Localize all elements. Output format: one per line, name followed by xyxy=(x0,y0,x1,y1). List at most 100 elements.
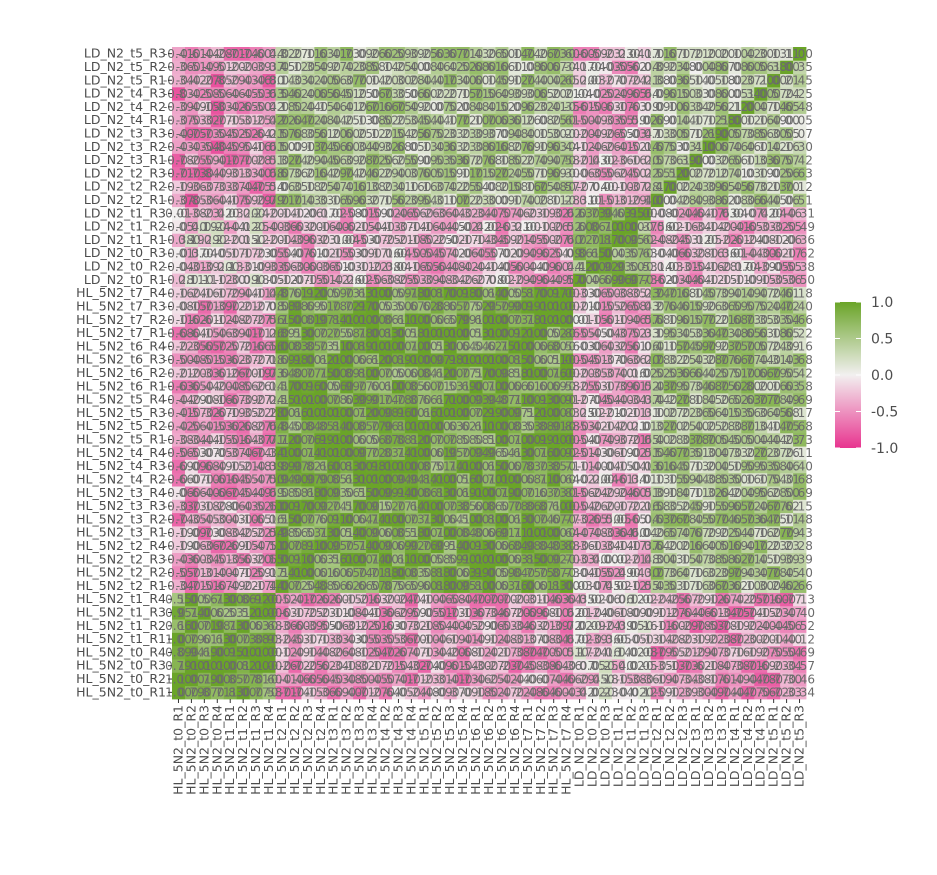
heatmap-cell xyxy=(573,685,587,700)
heatmap-cell xyxy=(301,592,315,607)
heatmap-cell xyxy=(793,672,807,687)
heatmap-cell xyxy=(197,659,212,673)
heatmap-cell xyxy=(598,526,613,540)
heatmap-cell xyxy=(598,632,613,647)
cell-value-label: 0.40 xyxy=(786,300,813,314)
heatmap-cell xyxy=(391,512,406,527)
heatmap-cell xyxy=(560,512,574,527)
heatmap-cell xyxy=(793,565,807,580)
heatmap-cell xyxy=(210,512,225,527)
heatmap-cell xyxy=(598,565,613,580)
heatmap-cell xyxy=(650,565,665,580)
heatmap-cell xyxy=(741,565,755,580)
heatmap-cell xyxy=(793,619,807,633)
heatmap-cell xyxy=(288,619,302,633)
heatmap-cell xyxy=(353,579,367,593)
heatmap-cell xyxy=(417,632,432,647)
heatmap-cell xyxy=(715,539,729,554)
heatmap-cell xyxy=(611,685,626,700)
heatmap-cell xyxy=(780,605,794,620)
y-tick-label: HL_5N2_t4_R2 xyxy=(76,471,166,486)
heatmap-cell xyxy=(586,645,600,660)
y-tick-label: LD_N2_t2_R2 xyxy=(84,179,166,194)
heatmap-cell xyxy=(547,539,561,554)
heatmap-cell xyxy=(366,526,380,540)
heatmap-cell xyxy=(379,645,393,660)
heatmap-cell xyxy=(288,526,302,540)
heatmap-cell xyxy=(249,619,263,633)
heatmap-cell xyxy=(223,579,238,593)
heatmap-cell xyxy=(741,619,755,633)
heatmap-cell xyxy=(560,659,574,673)
heatmap-cell xyxy=(676,659,690,673)
heatmap-cell xyxy=(469,512,483,527)
heatmap-cell xyxy=(236,526,251,540)
heatmap-cell xyxy=(767,552,781,567)
heatmap-cell xyxy=(780,685,794,700)
y-tick-label: HL_5N2_t2_R3 xyxy=(76,551,166,566)
heatmap-cell xyxy=(495,672,509,687)
heatmap-cell xyxy=(495,592,509,607)
heatmap-cell xyxy=(547,672,561,687)
heatmap-cell xyxy=(689,605,703,620)
heatmap-cell xyxy=(754,645,768,660)
heatmap-cell xyxy=(598,552,613,567)
heatmap-cell xyxy=(508,619,522,633)
heatmap-cell xyxy=(275,659,289,673)
heatmap-cell xyxy=(417,605,432,620)
heatmap-cell xyxy=(184,512,199,527)
heatmap-cell xyxy=(172,579,186,593)
heatmap-cell xyxy=(702,632,716,647)
heatmap-cell xyxy=(456,685,470,700)
heatmap-cell xyxy=(236,579,251,593)
heatmap-cell xyxy=(430,645,445,660)
y-tick-label: HL_5N2_t0_R3 xyxy=(76,658,166,673)
heatmap-cell xyxy=(728,565,742,580)
heatmap-cell xyxy=(663,605,678,620)
heatmap-cell xyxy=(314,632,328,647)
heatmap-cell xyxy=(676,526,690,540)
heatmap-cell xyxy=(288,565,302,580)
heatmap-cell xyxy=(288,605,302,620)
heatmap-cell xyxy=(573,632,587,647)
heatmap-cell xyxy=(443,579,458,593)
heatmap-cell xyxy=(262,565,276,580)
heatmap-cell xyxy=(314,552,328,567)
heatmap-cell xyxy=(650,605,665,620)
heatmap-cell xyxy=(301,685,315,700)
heatmap-cell xyxy=(301,659,315,673)
heatmap-cell xyxy=(624,592,639,607)
heatmap-cell xyxy=(663,685,678,700)
heatmap-cell xyxy=(288,592,302,607)
heatmap-cell xyxy=(663,552,678,567)
heatmap-cell xyxy=(223,512,238,527)
heatmap-cell xyxy=(469,579,483,593)
heatmap-cell xyxy=(650,685,665,700)
y-tick-label: LD_N2_t5_R2 xyxy=(84,59,166,74)
heatmap-cell xyxy=(417,685,432,700)
heatmap-cell xyxy=(404,659,419,673)
heatmap-cell xyxy=(702,552,716,567)
heatmap-cell xyxy=(262,632,276,647)
heatmap-cell xyxy=(780,552,794,567)
heatmap-cell xyxy=(754,539,768,554)
heatmap-cell xyxy=(456,526,470,540)
heatmap-cell xyxy=(637,539,652,554)
heatmap-cell xyxy=(715,565,729,580)
heatmap-cell xyxy=(482,579,496,593)
heatmap-cell xyxy=(508,526,522,540)
heatmap-cell xyxy=(184,579,199,593)
heatmap-cell xyxy=(728,605,742,620)
heatmap-cell xyxy=(728,552,742,567)
heatmap-cell xyxy=(598,592,613,607)
heatmap-cell xyxy=(495,579,509,593)
heatmap-cell xyxy=(560,592,574,607)
heatmap-cell xyxy=(353,512,367,527)
heatmap-cell xyxy=(534,605,548,620)
heatmap-cell xyxy=(443,619,458,633)
heatmap-cell xyxy=(598,619,613,633)
heatmap-cell xyxy=(508,592,522,607)
heatmap-cell xyxy=(417,592,432,607)
cell-value-label: 0.12 xyxy=(786,180,813,194)
heatmap-cell xyxy=(210,645,225,660)
